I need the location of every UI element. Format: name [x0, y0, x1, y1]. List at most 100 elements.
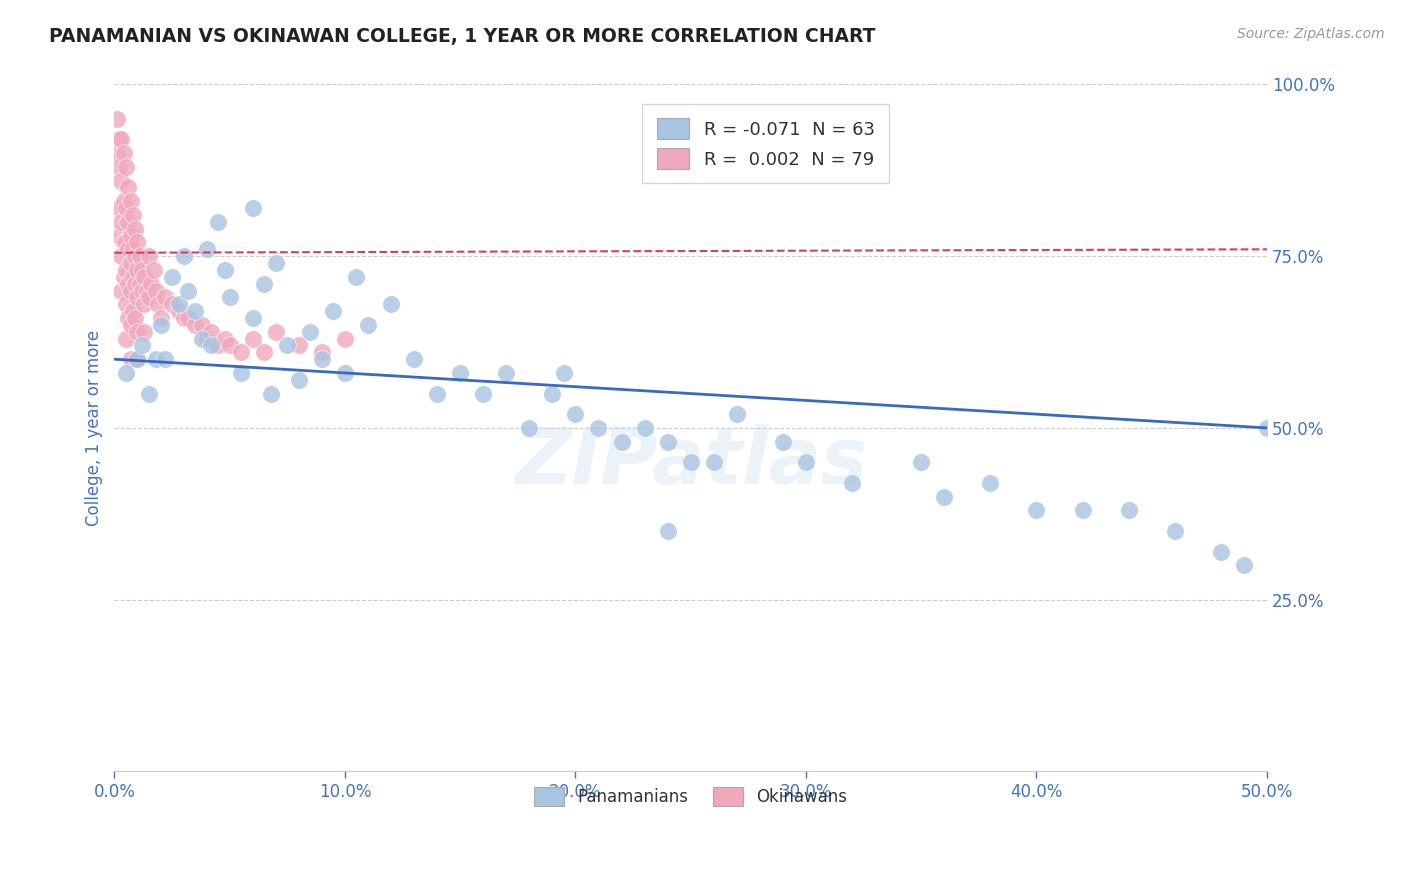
- Point: [679, 455, 702, 469]
- Point: [276, 338, 298, 352]
- Point: [610, 434, 633, 449]
- Point: [253, 277, 276, 291]
- Point: [979, 475, 1001, 490]
- Point: [495, 366, 517, 380]
- Point: [231, 345, 253, 359]
- Point: [231, 366, 253, 380]
- Point: [110, 284, 132, 298]
- Point: [149, 311, 172, 326]
- Point: [115, 332, 138, 346]
- Point: [346, 269, 368, 284]
- Point: [120, 284, 142, 298]
- Point: [517, 421, 540, 435]
- Point: [311, 345, 333, 359]
- Point: [299, 325, 322, 339]
- Point: [264, 325, 287, 339]
- Point: [177, 311, 200, 326]
- Point: [184, 304, 207, 318]
- Point: [121, 269, 143, 284]
- Point: [127, 352, 149, 367]
- Point: [135, 284, 157, 298]
- Legend: Panamanians, Okinawans: Panamanians, Okinawans: [526, 779, 856, 814]
- Point: [115, 160, 138, 174]
- Point: [195, 332, 218, 346]
- Point: [772, 434, 794, 449]
- Point: [218, 338, 240, 352]
- Point: [794, 455, 817, 469]
- Point: [207, 215, 229, 229]
- Point: [260, 386, 283, 401]
- Point: [191, 332, 214, 346]
- Point: [110, 132, 132, 146]
- Point: [117, 277, 139, 291]
- Point: [138, 249, 160, 263]
- Point: [112, 146, 135, 161]
- Point: [120, 228, 142, 243]
- Point: [124, 221, 146, 235]
- Point: [191, 318, 214, 332]
- Point: [124, 311, 146, 326]
- Point: [138, 386, 160, 401]
- Point: [115, 366, 138, 380]
- Point: [124, 277, 146, 291]
- Text: ZIPatlas: ZIPatlas: [515, 425, 866, 500]
- Point: [218, 290, 240, 304]
- Point: [131, 338, 153, 352]
- Point: [841, 475, 863, 490]
- Point: [145, 284, 167, 298]
- Point: [110, 249, 132, 263]
- Point: [121, 242, 143, 256]
- Point: [333, 366, 356, 380]
- Y-axis label: College, 1 year or more: College, 1 year or more: [86, 330, 103, 526]
- Point: [1071, 503, 1094, 517]
- Point: [311, 352, 333, 367]
- Point: [333, 332, 356, 346]
- Point: [253, 345, 276, 359]
- Point: [449, 366, 471, 380]
- Point: [207, 338, 229, 352]
- Point: [124, 249, 146, 263]
- Point: [167, 304, 190, 318]
- Point: [142, 263, 165, 277]
- Point: [200, 338, 222, 352]
- Point: [725, 407, 748, 421]
- Point: [402, 352, 425, 367]
- Point: [1256, 421, 1278, 435]
- Point: [153, 290, 176, 304]
- Point: [108, 132, 131, 146]
- Point: [167, 297, 190, 311]
- Point: [195, 242, 218, 256]
- Point: [472, 386, 495, 401]
- Point: [112, 194, 135, 209]
- Point: [134, 325, 156, 339]
- Point: [131, 284, 153, 298]
- Point: [108, 228, 131, 243]
- Point: [173, 249, 195, 263]
- Point: [127, 235, 149, 250]
- Point: [141, 277, 163, 291]
- Point: [160, 269, 183, 284]
- Point: [115, 235, 138, 250]
- Point: [108, 201, 131, 215]
- Point: [657, 524, 679, 538]
- Point: [128, 249, 150, 263]
- Point: [910, 455, 932, 469]
- Point: [120, 318, 142, 332]
- Point: [177, 284, 200, 298]
- Point: [380, 297, 402, 311]
- Point: [934, 490, 956, 504]
- Point: [1233, 558, 1256, 573]
- Point: [127, 290, 149, 304]
- Point: [149, 318, 172, 332]
- Point: [105, 112, 128, 126]
- Point: [110, 215, 132, 229]
- Point: [117, 180, 139, 194]
- Point: [148, 297, 170, 311]
- Point: [120, 194, 142, 209]
- Point: [127, 263, 149, 277]
- Point: [145, 352, 167, 367]
- Point: [633, 421, 655, 435]
- Point: [127, 325, 149, 339]
- Text: Source: ZipAtlas.com: Source: ZipAtlas.com: [1237, 27, 1385, 41]
- Point: [105, 146, 128, 161]
